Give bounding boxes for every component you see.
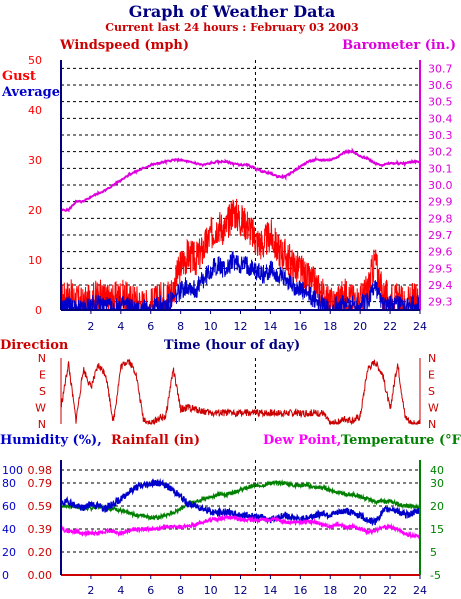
direction-tick-left: S bbox=[39, 385, 46, 398]
x-tick-label: 8 bbox=[177, 320, 184, 333]
direction-label: Direction bbox=[0, 338, 69, 353]
humidity-tick-label: 40 bbox=[2, 523, 16, 536]
direction-tick-left: W bbox=[35, 402, 46, 415]
temperature-tick-label: 15 bbox=[430, 523, 444, 536]
barometer-tick-label: 30.5 bbox=[428, 96, 453, 109]
temperature-series bbox=[60, 479, 421, 522]
lower-x-tick-label: 10 bbox=[204, 584, 218, 597]
temperature-tick-label: 20 bbox=[430, 500, 444, 513]
barometer-tick-label: 30.0 bbox=[428, 179, 453, 192]
direction-tick-right: W bbox=[428, 402, 439, 415]
direction-tick-left: N bbox=[38, 418, 46, 431]
x-tick-label: 18 bbox=[323, 320, 337, 333]
x-tick-label: 22 bbox=[383, 320, 397, 333]
x-tick-label: 20 bbox=[353, 320, 367, 333]
lower-x-tick-label: 24 bbox=[413, 584, 427, 597]
x-tick-label: 10 bbox=[204, 320, 218, 333]
humidity-tick-label: 80 bbox=[2, 477, 16, 490]
direction-tick-left: N bbox=[38, 352, 46, 365]
direction-tick-right: N bbox=[428, 418, 436, 431]
barometer-tick-label: 30.3 bbox=[428, 129, 453, 142]
barometer-series bbox=[60, 147, 421, 213]
humidity-tick-label: 100 bbox=[2, 464, 23, 477]
x-tick-label: 14 bbox=[263, 320, 277, 333]
barometer-tick-label: 30.2 bbox=[428, 146, 453, 159]
rainfall-tick-label: 0.59 bbox=[28, 500, 53, 513]
lower-x-tick-label: 12 bbox=[234, 584, 248, 597]
lower-x-tick-label: 18 bbox=[323, 584, 337, 597]
barometer-tick-label: 30.4 bbox=[428, 112, 453, 125]
humidity-tick-label: 0 bbox=[2, 569, 9, 582]
lower-x-tick-label: 16 bbox=[293, 584, 307, 597]
lower-x-tick-label: 20 bbox=[353, 584, 367, 597]
chart-title: Graph of Weather Data bbox=[129, 2, 335, 21]
windspeed-tick-label: 30 bbox=[28, 154, 42, 167]
lower-x-tick-label: 4 bbox=[117, 584, 124, 597]
lower-x-tick-label: 14 bbox=[263, 584, 277, 597]
x-tick-label: 6 bbox=[147, 320, 154, 333]
average-label: Average bbox=[1, 85, 60, 100]
time-axis-label: Time (hour of day) bbox=[164, 338, 300, 353]
direction-tick-right: E bbox=[428, 369, 435, 382]
direction-series bbox=[60, 358, 421, 426]
lower-x-tick-label: 6 bbox=[147, 584, 154, 597]
humidity-tick-label: 20 bbox=[2, 546, 16, 559]
lower-x-tick-label: 8 bbox=[177, 584, 184, 597]
windspeed-tick-label: 40 bbox=[28, 104, 42, 117]
dewpoint-label: Dew Point, bbox=[263, 433, 341, 448]
rainfall-tick-label: 0.39 bbox=[28, 523, 53, 536]
temperature-tick-label: 30 bbox=[430, 477, 444, 490]
temperature-tick-label: 40 bbox=[430, 464, 444, 477]
rainfall-tick-label: 0.00 bbox=[28, 569, 53, 582]
windspeed-label: Windspeed (mph) bbox=[59, 38, 189, 53]
barometer-tick-label: 29.8 bbox=[428, 212, 453, 225]
lower-x-tick-label: 22 bbox=[383, 584, 397, 597]
rainfall-tick-label: 0.98 bbox=[28, 464, 53, 477]
chart-subtitle: Current last 24 hours : February 03 2003 bbox=[105, 21, 358, 34]
barometer-tick-label: 30.1 bbox=[428, 162, 453, 175]
direction-tick-right: S bbox=[428, 385, 435, 398]
gust-label: Gust bbox=[2, 69, 36, 84]
barometer-tick-label: 29.9 bbox=[428, 196, 453, 209]
x-tick-label: 4 bbox=[117, 320, 124, 333]
windspeed-tick-label: 10 bbox=[28, 254, 42, 267]
temperature-tick-label: 5 bbox=[430, 546, 437, 559]
direction-tick-left: E bbox=[39, 369, 46, 382]
average-series bbox=[60, 251, 421, 312]
barometer-tick-label: 29.3 bbox=[428, 296, 453, 309]
rainfall-tick-label: 0.20 bbox=[28, 546, 53, 559]
humidity-series bbox=[60, 477, 421, 527]
barometer-tick-label: 29.6 bbox=[428, 246, 453, 259]
x-tick-label: 24 bbox=[413, 320, 427, 333]
plot-area: 29.3 29.4 29.5 29.6 29.7 29.8 29.9 30.0 30.1 30.2… bbox=[2, 54, 453, 597]
x-tick-label: 16 bbox=[293, 320, 307, 333]
barometer-tick-label: 29.7 bbox=[428, 229, 453, 242]
windspeed-tick-label: 20 bbox=[28, 204, 42, 217]
windspeed-tick-label: 50 bbox=[28, 54, 42, 67]
windspeed-tick-label: 0 bbox=[35, 304, 42, 317]
x-tick-label: 12 bbox=[234, 320, 248, 333]
barometer-label: Barometer (in.) bbox=[342, 38, 456, 53]
rainfall-tick-label: 0.79 bbox=[28, 477, 53, 490]
temperature-label: Temperature (°F) bbox=[341, 433, 461, 448]
temperature-tick-label: -5 bbox=[430, 569, 441, 582]
humidity-tick-label: 60 bbox=[2, 500, 16, 513]
barometer-tick-label: 29.5 bbox=[428, 262, 453, 275]
dewpoint-series bbox=[60, 514, 421, 540]
humidity-label: Humidity (%), bbox=[0, 433, 102, 448]
barometer-tick-label: 29.4 bbox=[428, 279, 453, 292]
barometer-tick-label: 30.7 bbox=[428, 62, 453, 75]
x-tick-label: 2 bbox=[87, 320, 94, 333]
lower-x-tick-label: 2 bbox=[87, 584, 94, 597]
barometer-tick-label: 30.6 bbox=[428, 79, 453, 92]
rainfall-label: Rainfall (in) bbox=[111, 433, 200, 448]
direction-tick-right: N bbox=[428, 352, 436, 365]
